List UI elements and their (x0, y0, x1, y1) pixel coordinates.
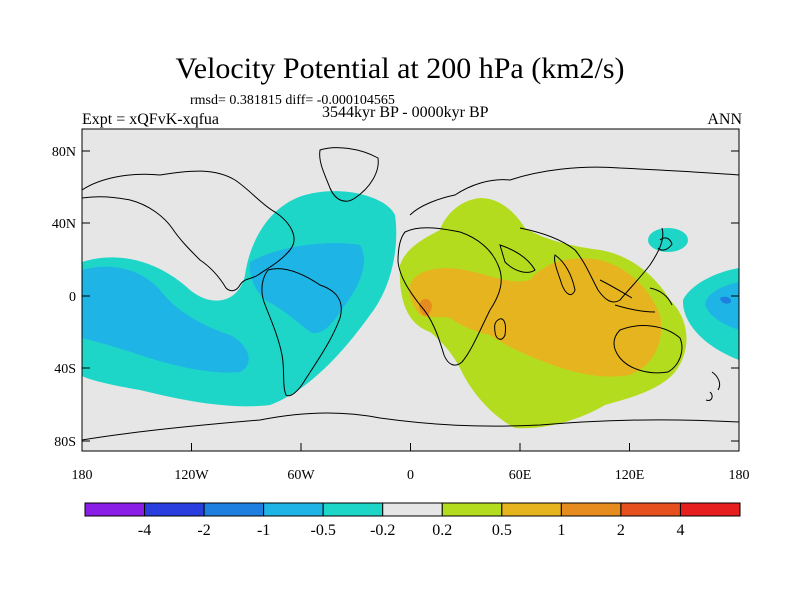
lat-tick-label: 0 (69, 290, 76, 305)
colorbar-label: -4 (138, 522, 151, 539)
latitude-axis (82, 150, 739, 442)
period-label: 3544kyr BP - 0000kyr BP (322, 104, 489, 121)
lon-tick-label: 120E (615, 468, 645, 483)
colorbar-swatch (501, 502, 562, 517)
colorbar-swatch (441, 502, 503, 517)
lon-tick-label: 180 (729, 468, 750, 483)
colorbar-swatch (382, 502, 443, 517)
lon-tick-label: 60W (287, 468, 315, 483)
negative-mid-region-pacific (82, 266, 249, 373)
colorbar-swatch (620, 502, 681, 517)
season-label: ANN (707, 111, 742, 128)
colorbar-label: -0.2 (370, 522, 395, 539)
coastlines (82, 147, 739, 441)
lat-tick-label: 80N (52, 145, 76, 160)
colorbar-swatch (560, 502, 622, 517)
colorbar-label: 0.2 (432, 522, 452, 539)
colorbar-swatch (679, 502, 741, 517)
latitude-labels: 80N 40N 0 40S 80S (52, 145, 76, 450)
plot-title: Velocity Potential at 200 hPa (km2/s) (175, 52, 625, 85)
negative-mid-region-atlantic (249, 243, 365, 334)
colorbar-swatch (263, 502, 324, 517)
lat-tick-label: 80S (54, 435, 76, 450)
colorbar-label: -0.5 (311, 522, 336, 539)
colorbar-label: 2 (617, 522, 625, 539)
negative-mid-region-east-pacific (705, 282, 739, 330)
lon-tick-label: 180 (72, 468, 93, 483)
lon-tick-label: 120W (174, 468, 209, 483)
longitude-axis (81, 443, 740, 451)
experiment-label: Expt = xQFvK-xqfua (82, 111, 220, 128)
colorbar-swatch (144, 502, 205, 517)
colorbar-label: -1 (257, 522, 270, 539)
positive-strong-spot-africa (419, 298, 432, 316)
colorbar-label: 1 (557, 522, 565, 539)
longitude-labels: 180 120W 60W 0 60E 120E 180 (72, 468, 750, 483)
negative-patch-japan (648, 228, 688, 252)
colorbar-swatch (203, 502, 265, 517)
colorbar: -4 -2 -1 -0.5 -0.2 0.2 0.5 1 2 4 (84, 502, 741, 539)
colorbar-swatch (322, 502, 384, 517)
colorbar-swatch (84, 502, 146, 517)
lon-tick-label: 0 (407, 468, 414, 483)
positive-mid-region (409, 258, 662, 377)
colorbar-label: 4 (676, 522, 684, 539)
colorbar-label: -2 (197, 522, 210, 539)
negative-strong-spot (720, 296, 732, 304)
lat-tick-label: 40N (52, 217, 76, 232)
lat-tick-label: 40S (54, 362, 76, 377)
lon-tick-label: 60E (509, 468, 532, 483)
stats-text: rmsd= 0.381815 diff= -0.000104565 (190, 93, 395, 108)
colorbar-label: 0.5 (492, 522, 512, 539)
